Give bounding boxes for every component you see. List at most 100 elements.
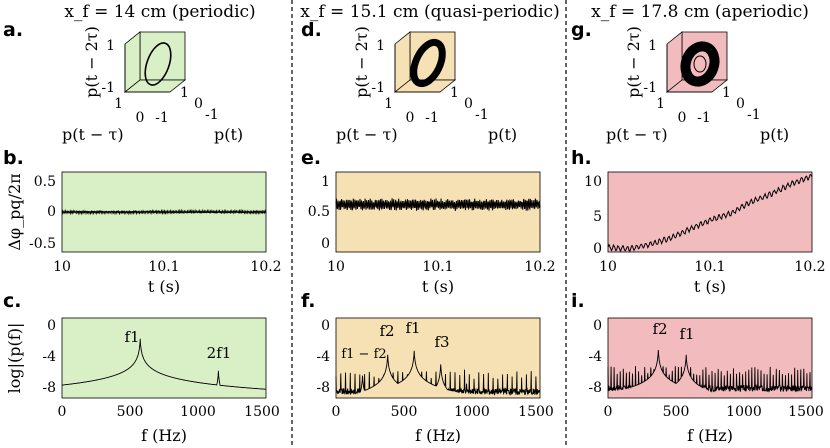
- tick-b-x-1: 10: [53, 259, 71, 275]
- series-line-e: [335, 198, 541, 211]
- tick-i-x-3: 1000: [726, 404, 762, 420]
- phase-portrait-d: [393, 31, 457, 93]
- axis-label-h-x: t (s): [694, 277, 726, 296]
- plot-area-e: [335, 171, 541, 253]
- tick-g-left-1: 1: [656, 96, 665, 112]
- tick-g-vert-1: 1: [648, 38, 657, 54]
- axis-label-d-left: p(t − τ): [336, 125, 398, 144]
- tick-a-left-1: 1: [114, 96, 123, 112]
- tick-i-y-3: -8: [588, 380, 602, 396]
- tick-f-x-2: 500: [391, 404, 418, 420]
- tick-h-y-1: 10: [584, 174, 602, 190]
- tick-b-x-3: 10.2: [250, 259, 281, 275]
- tick-e-x-3: 10.2: [524, 259, 555, 275]
- tick-i-x-2: 500: [663, 404, 690, 420]
- tick-h-x-2: 10.1: [694, 259, 725, 275]
- tick-h-y-3: 0: [593, 241, 602, 257]
- attractor-torus: [410, 38, 446, 88]
- tick-b-y-2: 0: [47, 204, 56, 220]
- column-title-periodic: x_f = 14 cm (periodic): [64, 2, 255, 22]
- tick-e-y-2: 0.5: [308, 204, 330, 220]
- tick-g-bottom-2: -1: [697, 110, 711, 126]
- axis-label-g-left: p(t − τ): [606, 125, 668, 144]
- tick-g-right-2: 0: [736, 96, 745, 112]
- tick-h-y-2: 5: [593, 209, 602, 225]
- tick-g-right-3: -1: [747, 107, 761, 123]
- column-title-aperiodic: x_f = 17.8 cm (aperiodic): [591, 2, 809, 22]
- axis-label-e-x: t (s): [422, 277, 454, 296]
- annotation-f-f1-minus-f2: f1 − f2: [341, 347, 386, 362]
- panel-label-f: f.: [301, 290, 315, 312]
- annotation-c-2f1: 2f1: [207, 344, 232, 362]
- series-line-f: [335, 350, 541, 396]
- tick-d-bottom-1: 0: [406, 110, 415, 126]
- tick-c-y-3: -8: [42, 380, 56, 396]
- tick-i-y-2: -4: [588, 349, 602, 365]
- tick-a-bottom-1: 0: [136, 110, 145, 126]
- panel-label-e: e.: [301, 147, 321, 169]
- plot-area-c: [61, 317, 267, 399]
- series-line-c: [62, 338, 267, 390]
- axis-label-d-right: p(t): [488, 125, 517, 144]
- annotation-i-f2: f2: [652, 320, 667, 338]
- tick-a-right-3: -1: [205, 107, 219, 123]
- annotation-f-f3: f3: [434, 333, 449, 351]
- axis-label-c-x: f (Hz): [141, 426, 187, 445]
- tick-g-vert-2: -1: [643, 80, 657, 96]
- tick-c-y-2: -4: [42, 349, 56, 365]
- series-line-h: [607, 174, 813, 253]
- annotation-f-f2: f2: [379, 322, 394, 340]
- phase-portrait-a: [123, 31, 187, 93]
- tick-a-vert-2: -1: [101, 80, 115, 96]
- tick-b-y-3: -0.5: [29, 236, 56, 252]
- tick-f-x-4: 1500: [518, 404, 554, 420]
- axis-label-a-vertical: p(t − 2τ): [82, 26, 101, 98]
- tick-d-right-2: 0: [464, 96, 473, 112]
- tick-d-right-1: 1: [450, 85, 459, 101]
- axis-label-a-right: p(t): [214, 125, 243, 144]
- tick-i-y-1: 0: [593, 318, 602, 334]
- tick-g-bottom-1: 0: [678, 110, 687, 126]
- tick-b-x-2: 10.1: [148, 259, 179, 275]
- tick-a-bottom-2: -1: [155, 110, 169, 126]
- tick-d-vert-2: -1: [371, 80, 385, 96]
- axis-label-d-vertical: p(t − 2τ): [352, 26, 371, 98]
- series-line-i: [607, 349, 813, 393]
- tick-f-y-2: -4: [316, 349, 330, 365]
- tick-c-x-3: 1000: [180, 404, 216, 420]
- tick-d-right-3: -1: [475, 107, 489, 123]
- tick-e-y-1: 1: [321, 174, 330, 190]
- tick-f-x-3: 1000: [454, 404, 490, 420]
- panel-label-a: a.: [3, 19, 23, 41]
- tick-f-y-1: 0: [321, 318, 330, 334]
- panel-label-b: b.: [3, 147, 24, 169]
- plot-area-i: [607, 317, 813, 399]
- attractor-limit-cycle: [144, 42, 172, 86]
- column-title-quasi-periodic: x_f = 15.1 cm (quasi-periodic): [300, 2, 559, 22]
- axis-label-c-y: log|(p(f)|: [5, 323, 24, 394]
- panel-label-d: d.: [301, 19, 322, 41]
- tick-f-y-3: -8: [316, 380, 330, 396]
- tick-h-x-1: 10: [599, 259, 617, 275]
- tick-a-vert-1: 1: [106, 38, 115, 54]
- tick-c-x-2: 500: [117, 404, 144, 420]
- tick-g-right-1: 1: [722, 85, 731, 101]
- annotation-f-f1: f1: [405, 319, 420, 337]
- axis-label-a-left: p(t − τ): [62, 125, 124, 144]
- tick-e-y-3: 0: [321, 236, 330, 252]
- tick-i-x-1: 0: [604, 404, 613, 420]
- plot-area-h: [607, 171, 813, 253]
- tick-b-y-1: 0.5: [34, 174, 56, 190]
- axis-label-b-y: Δφ_pq/2π: [5, 173, 24, 250]
- axis-label-g-right: p(t): [760, 125, 789, 144]
- panel-label-i: i.: [571, 290, 585, 312]
- tick-e-x-2: 10.1: [422, 259, 453, 275]
- tick-a-right-2: 0: [194, 96, 203, 112]
- axis-label-b-x: t (s): [148, 277, 180, 296]
- tick-e-x-1: 10: [327, 259, 345, 275]
- tick-f-x-1: 0: [332, 404, 341, 420]
- annotation-c-f1: f1: [124, 328, 139, 346]
- panel-label-g: g.: [571, 19, 592, 41]
- panel-label-h: h.: [571, 147, 592, 169]
